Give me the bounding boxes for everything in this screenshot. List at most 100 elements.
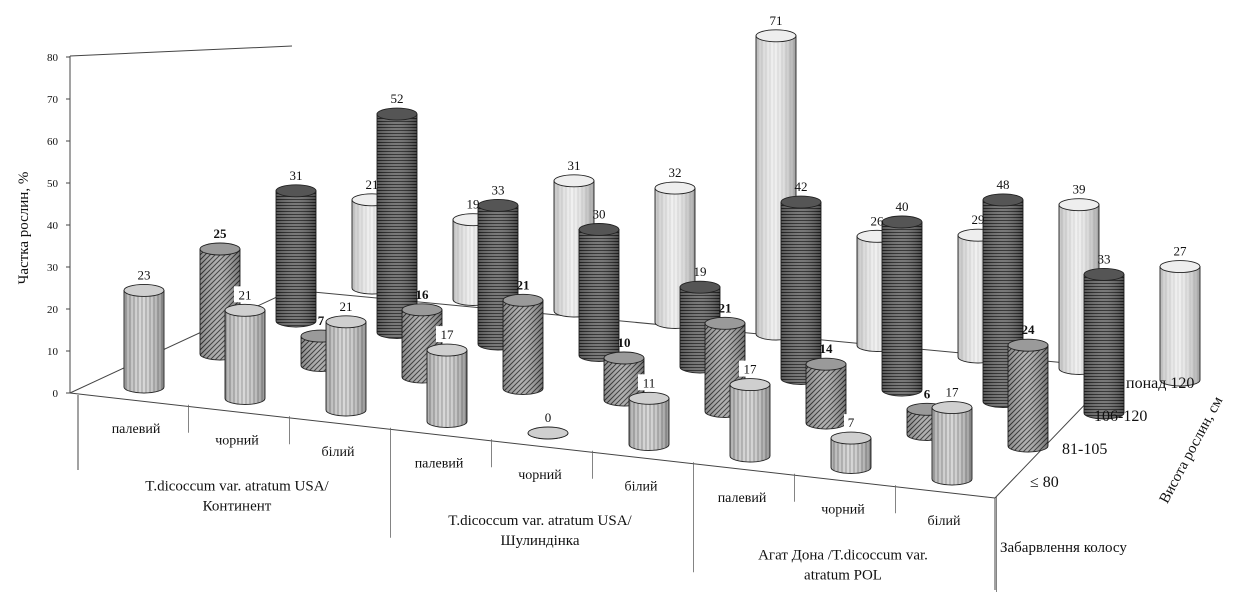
value-label: 21 — [239, 287, 252, 302]
bar-top — [982, 193, 1024, 207]
bar-top — [1058, 198, 1100, 212]
bar — [527, 426, 569, 440]
bar — [805, 357, 847, 430]
value-label-box — [941, 383, 963, 400]
bar — [325, 315, 367, 417]
group-label-1-line-2: Континент — [203, 499, 272, 515]
x-category-label: чорний — [215, 434, 259, 449]
bar — [1159, 260, 1201, 387]
y-tick-label: 50 — [47, 178, 59, 190]
bar-shading — [124, 290, 164, 393]
value-label: 6 — [924, 386, 931, 401]
bar-top — [502, 293, 544, 307]
depth-label-80: ≤ 80 — [1030, 474, 1059, 491]
value-label: 21 — [517, 277, 530, 292]
bar-shading — [932, 407, 972, 485]
bar-top — [729, 378, 771, 392]
value-label: 26 — [871, 213, 885, 228]
value-label-box — [133, 266, 155, 283]
bar-shading — [276, 190, 316, 327]
bar — [931, 401, 973, 486]
y-tick-label: 40 — [47, 220, 59, 232]
bar-top — [603, 351, 645, 365]
bar-shading — [831, 438, 871, 474]
bar — [224, 303, 266, 405]
bar-top — [780, 195, 822, 209]
value-label: 27 — [1174, 244, 1188, 259]
value-label-box — [436, 326, 458, 343]
group-labels: T.dicoccum var. atratum USA/Континент T.d… — [145, 479, 928, 584]
y-tick-label: 0 — [53, 388, 59, 400]
bar-top — [477, 198, 519, 212]
bar-shading — [730, 384, 770, 462]
group-label-3-line-1: Агат Дона /T.dicoccum var. — [758, 548, 928, 564]
value-label: 32 — [669, 165, 682, 180]
y-tick-label: 10 — [47, 346, 59, 358]
value-label: 31 — [568, 158, 581, 173]
bar-top — [1159, 260, 1201, 274]
value-label: 21 — [719, 300, 732, 315]
color-axis-label: Забарвлення колосу — [1000, 540, 1127, 556]
bar — [275, 184, 317, 328]
value-label: 14 — [820, 341, 834, 356]
bar-shading — [326, 321, 366, 416]
bar — [1083, 267, 1125, 420]
value-label: 42 — [795, 179, 808, 194]
bar-shading — [579, 229, 619, 362]
group-label-3-line-2: atratum POL — [804, 568, 882, 584]
bar-top — [628, 391, 670, 405]
bar-shading — [1160, 266, 1200, 386]
bar-top — [1007, 338, 1049, 352]
value-label: 39 — [1073, 182, 1086, 197]
bar — [729, 378, 771, 463]
value-label: 7 — [318, 313, 325, 328]
value-label: 30 — [593, 207, 606, 222]
bar-top — [931, 401, 973, 415]
value-label: 21 — [340, 299, 353, 314]
value-label: 16 — [416, 287, 430, 302]
value-label: 33 — [492, 182, 505, 197]
bar-top — [224, 303, 266, 317]
value-label: 48 — [997, 177, 1010, 192]
bar-top — [704, 316, 746, 330]
value-label: 25 — [214, 226, 228, 241]
value-label: 19 — [467, 197, 480, 212]
x-category-label: білий — [625, 480, 658, 495]
bar-shading — [1008, 345, 1048, 452]
bar-top — [881, 215, 923, 229]
bar-shading — [882, 222, 922, 396]
depth-label-106-120: 106-120 — [1094, 408, 1147, 425]
bar-shading — [503, 300, 543, 395]
bar-shading — [781, 202, 821, 385]
x-category-label: палевий — [112, 422, 161, 437]
depth-axis-label: Висота рослин, см — [1157, 394, 1227, 506]
group-label-1-line-1: T.dicoccum var. atratum USA/ — [145, 479, 329, 495]
value-label: 52 — [391, 91, 404, 106]
bar-top — [654, 181, 696, 195]
value-label: 10 — [618, 335, 631, 350]
bar-shading — [377, 114, 417, 339]
value-label-box — [541, 409, 555, 425]
bar-shading — [427, 350, 467, 428]
bar-top — [527, 426, 569, 440]
bar-shading — [225, 310, 265, 405]
y-tick-label: 60 — [47, 136, 59, 148]
bar — [502, 293, 544, 395]
value-label: 17 — [946, 385, 960, 400]
x-category-label: чорний — [518, 468, 562, 483]
value-label: 17 — [441, 327, 455, 342]
x-category-label: палевий — [415, 457, 464, 472]
bar-top — [805, 357, 847, 371]
value-label: 24 — [1022, 322, 1036, 337]
group-label-2-line-1: T.dicoccum var. atratum USA/ — [448, 513, 632, 529]
y-axis-ticks: 0 10 20 30 40 50 60 70 80 — [47, 52, 70, 400]
bar-top — [426, 343, 468, 357]
y-tick-label: 80 — [47, 52, 59, 64]
bar-top — [755, 29, 797, 43]
x-category-label: чорний — [821, 503, 865, 518]
bar-top — [679, 280, 721, 294]
bar-top — [1083, 267, 1125, 281]
value-label: 29 — [972, 212, 985, 227]
bar — [881, 215, 923, 397]
